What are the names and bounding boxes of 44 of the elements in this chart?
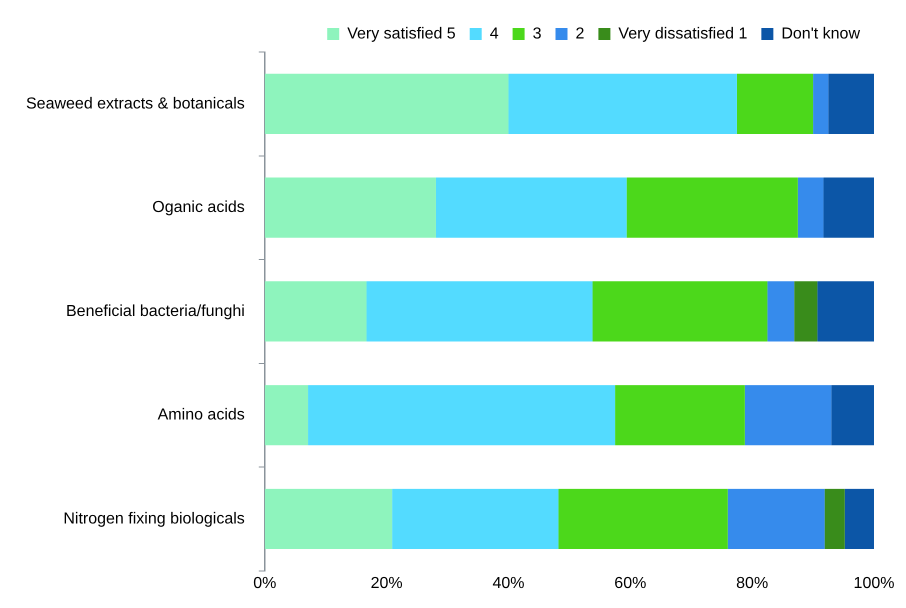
bar [592,281,768,342]
bar [828,74,874,134]
legend-label: Don't know [781,25,860,42]
bar [823,178,874,238]
y-tick-label: Beneficial bacteria/funghi [66,302,245,320]
bar [264,385,308,446]
bar [736,74,814,134]
bar [436,178,627,238]
bar [813,74,828,134]
bar [366,281,593,342]
bar [264,74,508,134]
x-tick-label: 60% [614,574,646,592]
bar [308,385,616,446]
legend-label: 2 [576,25,584,42]
bar [831,385,874,446]
legend-label: Very dissatisfied 1 [618,25,748,42]
bar [558,488,728,550]
legend-label: Very satisfied 5 [347,25,456,42]
y-tick-label: Amino acids [158,406,245,424]
bar [767,281,794,342]
bar [615,385,745,446]
bar [798,178,824,238]
x-tick-label: 20% [370,574,403,592]
bar [728,488,825,550]
x-tick-label: 0% [253,574,276,592]
bar [794,281,818,342]
bar [508,74,737,134]
bar [264,488,392,550]
x-tick-label: 100% [854,574,894,592]
y-tick-label: Oganic acids [152,199,245,216]
bar [844,488,874,550]
bar [817,281,874,342]
x-tick-label: 40% [492,574,524,592]
legend-label: 3 [532,25,542,42]
bar [264,178,436,238]
bar [824,488,845,550]
x-tick-label: 80% [736,574,768,592]
y-tick-label: Seaweed extracts & botanicals [26,95,245,112]
y-tick-label: Nitrogen fixing biologicals [63,510,245,528]
legend-label: 4 [490,25,499,42]
bar [392,488,558,550]
bar [264,281,367,342]
bar [626,178,798,238]
bar [744,385,832,446]
